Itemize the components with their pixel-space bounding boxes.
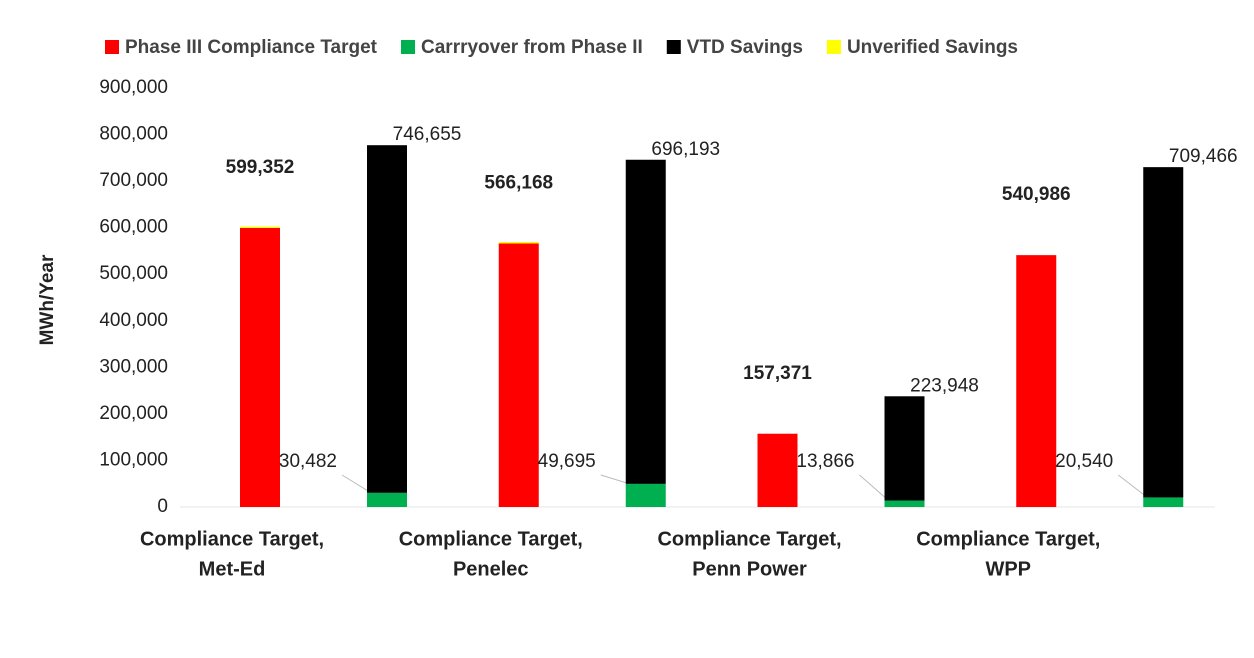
bar-segment [498, 243, 539, 507]
legend-swatch [105, 40, 119, 54]
x-tick-label: Met-Ed [199, 558, 266, 580]
data-label: 746,655 [393, 124, 462, 145]
x-tick-label: Compliance Target, [657, 528, 841, 550]
bar-segment [240, 227, 280, 507]
data-label: 709,466 [1169, 146, 1238, 167]
bar-segment [884, 396, 925, 501]
y-tick-label: 200,000 [99, 403, 168, 424]
data-label: 157,371 [743, 363, 812, 384]
legend-label: Phase III Compliance Target [125, 37, 378, 58]
y-tick-label: 400,000 [99, 310, 168, 331]
y-tick-label: 900,000 [99, 77, 168, 98]
legend-label: VTD Savings [687, 37, 803, 58]
legend-label: Unverified Savings [847, 37, 1018, 58]
x-tick-label: Penelec [453, 558, 529, 580]
data-label: 566,168 [484, 172, 553, 193]
data-label: 696,193 [651, 139, 720, 160]
legend-swatch [401, 40, 416, 54]
leader-line [341, 474, 372, 494]
leader-line [1117, 474, 1148, 498]
bar-segment [498, 242, 539, 244]
bar-segment [757, 433, 798, 507]
bar-segment [367, 145, 407, 493]
bar-segment [884, 500, 925, 507]
bar-segment [1143, 167, 1184, 498]
y-tick-label: 700,000 [99, 170, 168, 191]
data-label: 540,986 [1002, 184, 1071, 205]
y-tick-label: 500,000 [99, 263, 168, 284]
y-tick-label: 100,000 [99, 449, 168, 470]
y-tick-label: 0 [157, 496, 168, 517]
y-tick-label: 300,000 [99, 356, 168, 377]
bar-segment [1016, 255, 1057, 507]
x-tick-label: Compliance Target, [916, 528, 1100, 550]
data-label: 49,695 [538, 451, 596, 472]
data-label: 30,482 [279, 451, 337, 472]
x-tick-label: WPP [985, 558, 1031, 580]
data-label: 20,540 [1055, 451, 1113, 472]
x-tick-label: Compliance Target, [399, 528, 583, 550]
x-tick-label: Compliance Target, [140, 528, 324, 550]
leader-line [859, 474, 889, 501]
leader-line [600, 474, 630, 485]
legend-label: Carrryover from Phase II [421, 37, 643, 58]
y-tick-label: 600,000 [99, 217, 168, 238]
data-label: 13,866 [796, 451, 854, 472]
bar-segment [240, 226, 280, 228]
legend-swatch [826, 40, 841, 54]
bar-segment [1143, 497, 1184, 507]
legend-swatch [666, 40, 681, 54]
x-tick-label: Penn Power [692, 558, 807, 580]
y-axis-title: MWh/Year [37, 254, 58, 345]
data-label: 223,948 [910, 375, 979, 396]
bar-segment [625, 483, 666, 507]
data-label: 599,352 [226, 157, 295, 178]
y-tick-label: 800,000 [99, 124, 168, 145]
bar-segment [367, 492, 407, 507]
bar-segment [625, 159, 666, 484]
